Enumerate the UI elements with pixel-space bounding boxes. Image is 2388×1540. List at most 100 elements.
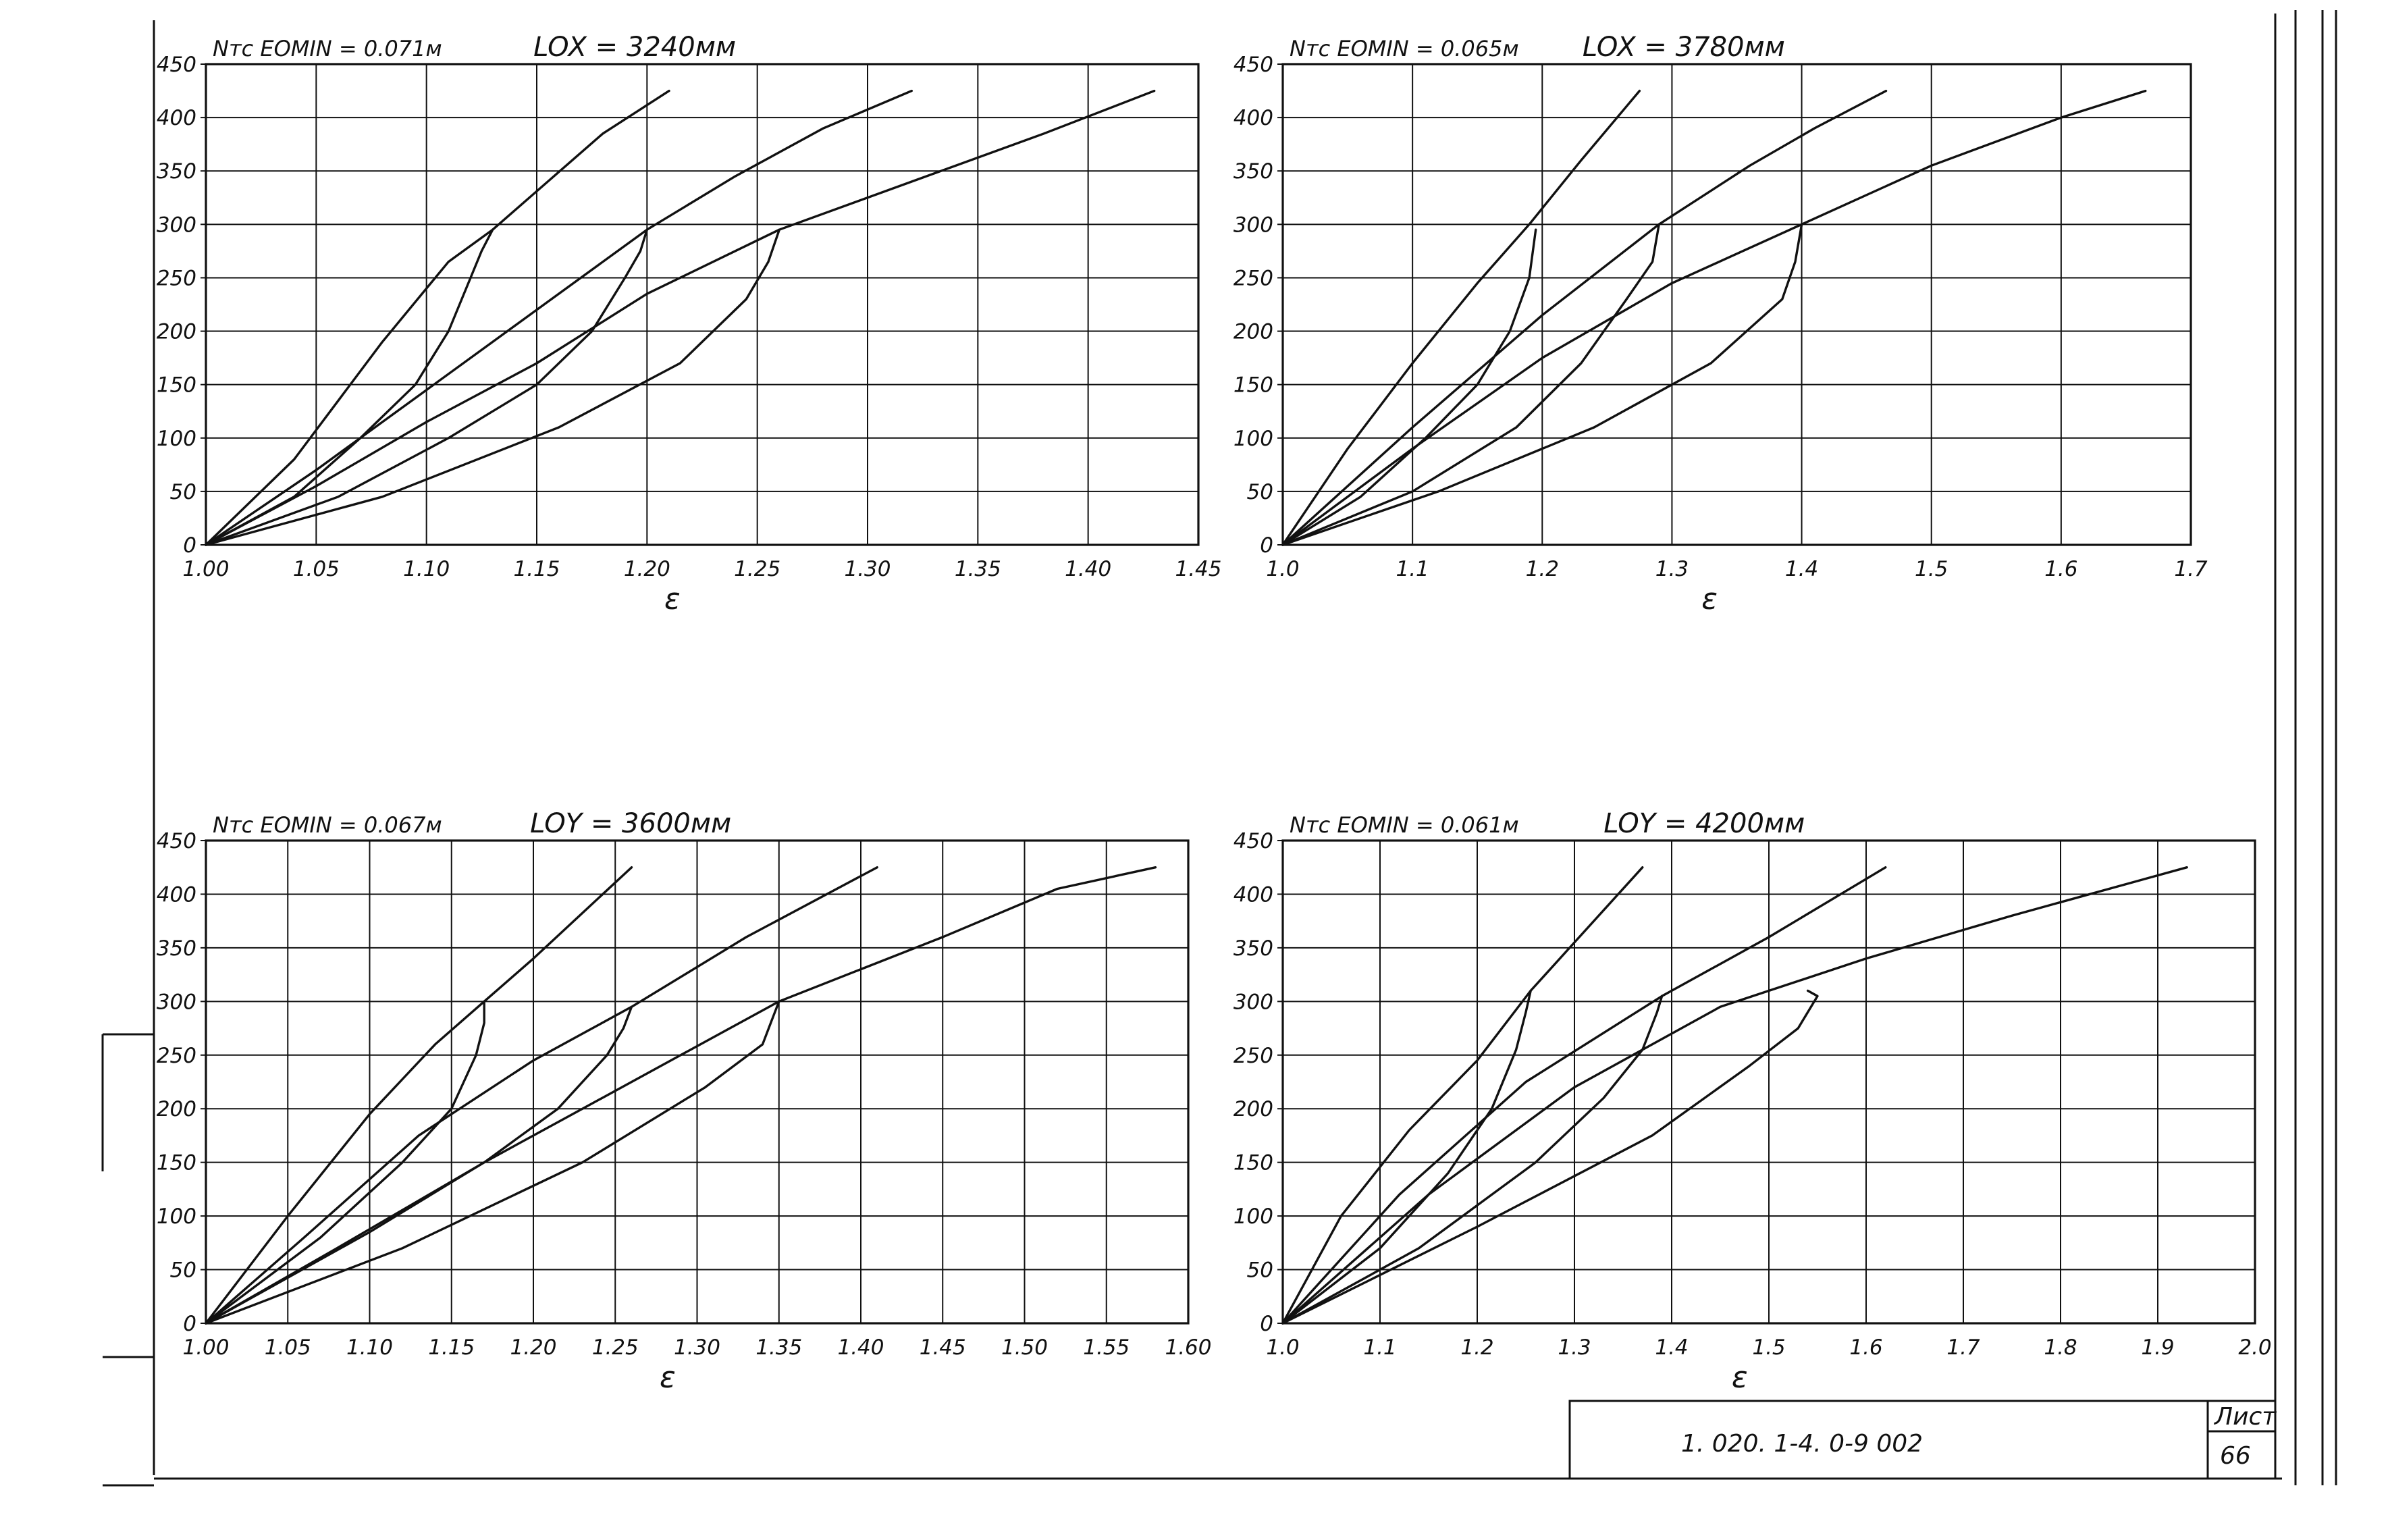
series-4-line xyxy=(1281,989,1532,1325)
y-tick-label: 200 xyxy=(1233,1097,1273,1121)
y-tick-label: 50 xyxy=(1247,1258,1273,1283)
x-tick-label: 1.2 xyxy=(1526,557,1559,581)
y-tick-label: 200 xyxy=(1233,320,1273,344)
y-tick-label: 150 xyxy=(1233,373,1273,398)
x-tick-label: 1.45 xyxy=(1175,557,1221,581)
x-tick-label: 1.20 xyxy=(624,557,670,581)
series-6-line xyxy=(1281,223,1803,546)
x-tick-label: 1.60 xyxy=(1165,1335,1211,1360)
chart-2: 1.0 1.1 1.2 1.3 1.4 1.5 1.6 1.7 0 50 100 150 200 250 3… xyxy=(1233,32,2208,616)
x-tick-label: 1.7 xyxy=(2174,557,2208,581)
y-tick-label: 50 xyxy=(170,1258,196,1283)
x-tick-label: 1.20 xyxy=(510,1335,556,1360)
sheet-label: Лист xyxy=(2213,1403,2277,1431)
series-2-line xyxy=(205,89,913,546)
series-1-line xyxy=(205,89,670,546)
y-tick-label: 400 xyxy=(157,882,196,907)
y-tick-label: 0 xyxy=(1260,1312,1273,1336)
plot-frame xyxy=(205,839,1190,1325)
series-1-line xyxy=(1281,89,1641,546)
x-tick-label: 1.10 xyxy=(403,557,450,581)
x-tick-label: 1.5 xyxy=(1915,557,1948,581)
x-tick-label: 1.55 xyxy=(1083,1335,1130,1360)
y-tick-label: 400 xyxy=(1233,882,1273,907)
chart-4: 1.0 1.1 1.2 1.3 1.4 1.5 1.6 1.7 1.8 1.9 2.0 0 50 100 1… xyxy=(1233,808,2272,1395)
y-tick-label: 150 xyxy=(1233,1151,1273,1175)
x-tick-label: 1.1 xyxy=(1363,1335,1396,1360)
series-4-line xyxy=(205,1000,485,1325)
x-tick-label: 1.6 xyxy=(2044,557,2077,581)
y-tick-label: 300 xyxy=(1233,990,1273,1014)
y-tick-label: 300 xyxy=(1233,213,1273,237)
x-tick-label: 1.25 xyxy=(592,1335,639,1360)
y-tick-label: 350 xyxy=(157,936,196,961)
sheet-border xyxy=(101,10,2337,1487)
y-tick-label: 300 xyxy=(157,990,196,1014)
series-3-line xyxy=(205,866,1157,1325)
x-tick-label: 1.25 xyxy=(734,557,780,581)
y-tick-label: 200 xyxy=(157,320,196,344)
y-tick-label: 50 xyxy=(170,480,196,504)
chart-3: 1.00 1.05 1.10 1.15 1.20 1.25 1.30 1.35 1.40 1.45… xyxy=(157,808,1212,1395)
y-tick-label: 0 xyxy=(183,1312,196,1336)
y-tick-label: 100 xyxy=(157,427,196,451)
y-tick-label: 250 xyxy=(157,1044,196,1068)
series-5-line xyxy=(205,228,648,546)
series-3-line xyxy=(1281,89,2147,546)
chart-title-left: Nтс EOMIN = 0.061м xyxy=(1290,812,1519,838)
x-tick-label: 1.2 xyxy=(1460,1335,1493,1360)
charts-group: 1.00 1.05 1.10 1.15 1.20 1.25 1.30 1.35 1.40 1.45… xyxy=(157,32,2272,1395)
plot-frame xyxy=(1281,63,2192,546)
x-tick-label: 1.0 xyxy=(1266,1335,1299,1360)
x-axis-label: ε xyxy=(660,1360,676,1395)
chart-title-right: LOY = 3600мм xyxy=(530,808,731,839)
x-tick-label: 1.15 xyxy=(513,557,560,581)
x-tick-label: 1.15 xyxy=(428,1335,475,1360)
x-axis-label: ε xyxy=(1701,582,1718,616)
x-tick-label: 1.40 xyxy=(1065,557,1111,581)
y-tick-label: 450 xyxy=(1233,53,1273,77)
chart-title-left: Nтс EOMIN = 0.071м xyxy=(213,36,442,61)
y-tick-label: 350 xyxy=(157,159,196,184)
x-tick-label: 1.05 xyxy=(293,557,340,581)
y-tick-label: 0 xyxy=(183,533,196,558)
x-tick-label: 1.4 xyxy=(1785,557,1818,581)
chart-title-right: LOX = 3780мм xyxy=(1583,32,1785,63)
y-tick-label: 200 xyxy=(157,1097,196,1121)
x-tick-label: 1.00 xyxy=(182,1335,229,1360)
y-tick-label: 150 xyxy=(157,1151,196,1175)
x-tick-label: 1.45 xyxy=(920,1335,966,1360)
x-tick-label: 1.3 xyxy=(1655,557,1689,581)
series-4-line xyxy=(205,228,494,546)
document-code: 1. 020. 1-4. 0-9 002 xyxy=(1681,1430,1923,1458)
x-tick-label: 1.50 xyxy=(1001,1335,1048,1360)
title-block: 1. 020. 1-4. 0-9 002 Лист 66 xyxy=(1568,1400,2277,1480)
x-tick-label: 1.35 xyxy=(755,1335,802,1360)
x-tick-label: 1.30 xyxy=(674,1335,720,1360)
x-tick-label: 1.6 xyxy=(1849,1335,1882,1360)
chart-title-right: LOX = 3240мм xyxy=(533,32,736,63)
plot-frame xyxy=(205,63,1200,546)
x-tick-label: 2.0 xyxy=(2238,1335,2271,1360)
series-2-line xyxy=(1281,866,1887,1325)
y-tick-label: 400 xyxy=(157,106,196,130)
y-tick-label: 250 xyxy=(157,266,196,290)
y-tick-label: 100 xyxy=(157,1204,196,1229)
y-tick-label: 300 xyxy=(157,213,196,237)
sheet-number: 66 xyxy=(2220,1442,2251,1470)
x-axis-label: ε xyxy=(1732,1360,1748,1395)
series-1-line xyxy=(205,866,633,1325)
x-tick-label: 1.30 xyxy=(844,557,891,581)
y-tick-label: 250 xyxy=(1233,1044,1273,1068)
chart-title-left: Nтс EOMIN = 0.067м xyxy=(213,812,442,838)
series-4-line xyxy=(1281,228,1537,546)
series-6-line xyxy=(1281,989,1819,1325)
x-tick-label: 1.7 xyxy=(1946,1335,1980,1360)
x-tick-label: 1.05 xyxy=(265,1335,311,1360)
y-tick-label: 100 xyxy=(1233,1204,1273,1229)
series-6-line xyxy=(205,228,781,546)
x-tick-label: 1.00 xyxy=(182,557,229,581)
plot-frame xyxy=(1281,839,2256,1325)
series-5-line xyxy=(1281,994,1664,1325)
